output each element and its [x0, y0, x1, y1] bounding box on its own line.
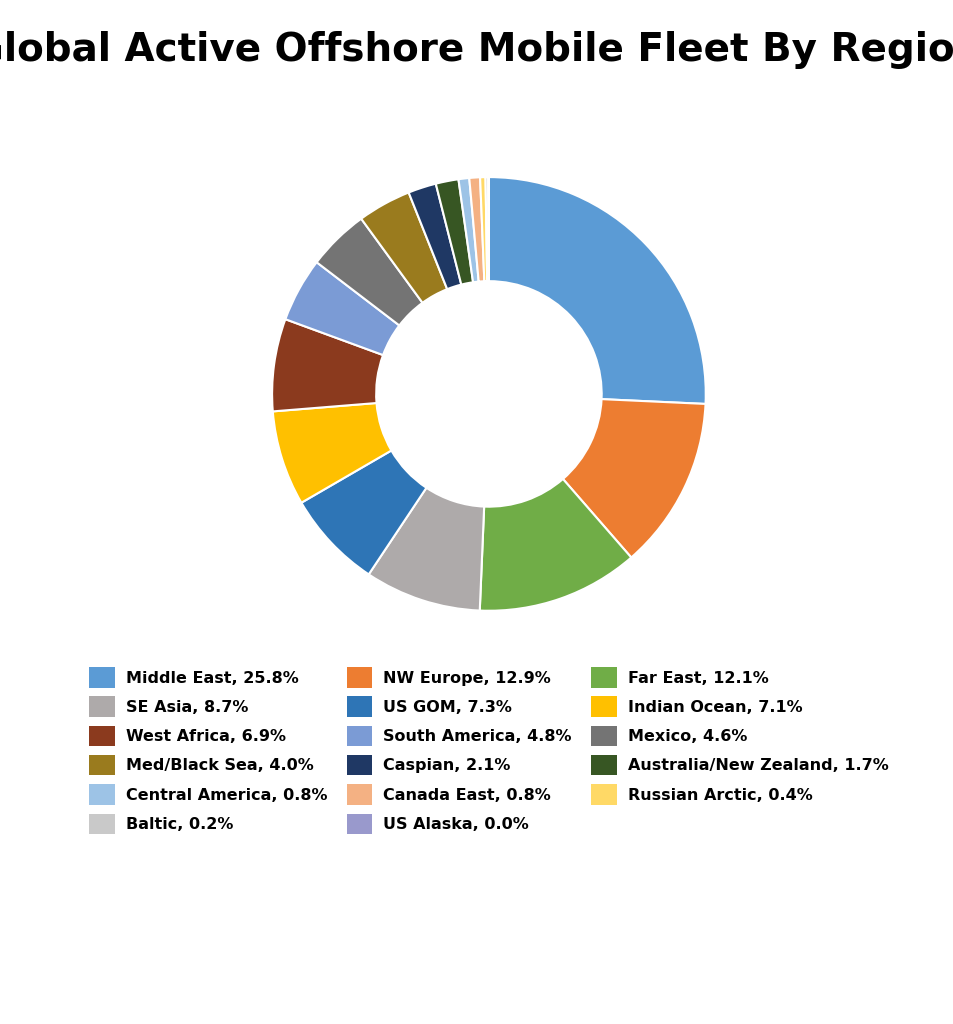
Wedge shape [272, 319, 383, 412]
Text: Global Active Offshore Mobile Fleet By Region: Global Active Offshore Mobile Fleet By R… [0, 31, 953, 69]
Wedge shape [562, 399, 705, 557]
Wedge shape [436, 179, 473, 285]
Wedge shape [479, 177, 487, 282]
Wedge shape [488, 177, 705, 403]
Wedge shape [316, 219, 422, 326]
Wedge shape [369, 487, 484, 610]
Wedge shape [361, 193, 447, 303]
Wedge shape [285, 262, 399, 355]
Wedge shape [273, 403, 391, 503]
Wedge shape [408, 183, 461, 289]
Wedge shape [469, 177, 484, 282]
Wedge shape [458, 178, 478, 283]
Legend: Middle East, 25.8%, SE Asia, 8.7%, West Africa, 6.9%, Med/Black Sea, 4.0%, Centr: Middle East, 25.8%, SE Asia, 8.7%, West … [83, 660, 894, 841]
Wedge shape [301, 451, 426, 574]
Wedge shape [485, 177, 488, 282]
Wedge shape [479, 479, 631, 610]
